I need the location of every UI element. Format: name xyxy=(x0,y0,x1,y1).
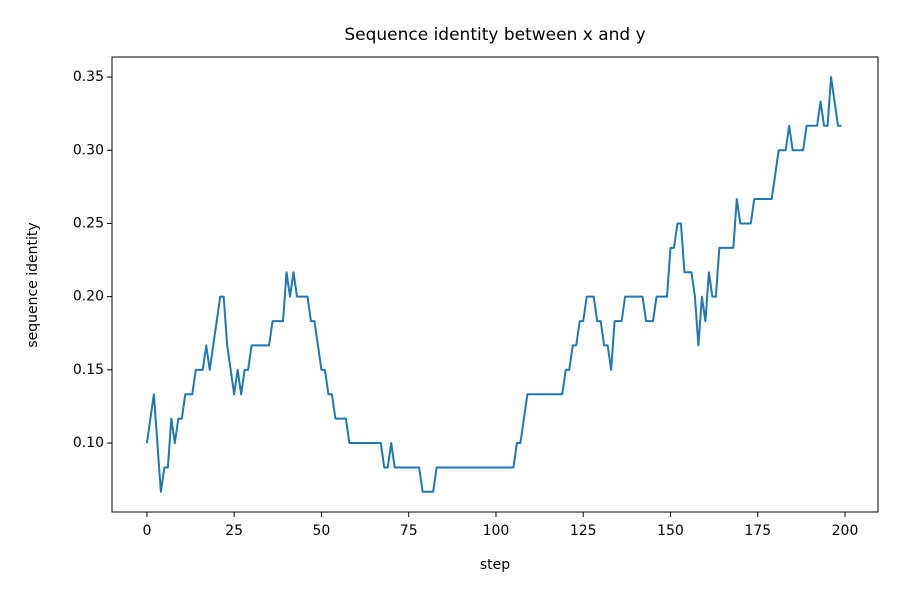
x-tick-label: 150 xyxy=(657,523,684,539)
data-line xyxy=(145,76,842,493)
y-tick-label: 0.25 xyxy=(73,215,104,231)
x-tick-label: 200 xyxy=(832,523,859,539)
chart-title: Sequence identity between x and y xyxy=(344,25,645,45)
x-tick-label: 125 xyxy=(570,523,597,539)
y-tick-label: 0.15 xyxy=(73,362,104,378)
x-axis-label: step xyxy=(480,557,510,573)
plot-frame xyxy=(111,56,879,513)
x-tick-label: 100 xyxy=(483,523,510,539)
x-tick-label: 175 xyxy=(744,523,771,539)
x-tick-label: 25 xyxy=(225,523,243,539)
y-tick-label: 0.35 xyxy=(73,69,104,85)
y-tick-label: 0.10 xyxy=(73,435,104,451)
y-tick-label: 0.30 xyxy=(73,142,104,158)
x-tick-label: 50 xyxy=(313,523,331,539)
y-axis-label: sequence identity xyxy=(25,222,41,347)
y-tick-label: 0.20 xyxy=(73,289,104,305)
x-tick-label: 0 xyxy=(142,523,151,539)
x-tick-label: 75 xyxy=(400,523,418,539)
